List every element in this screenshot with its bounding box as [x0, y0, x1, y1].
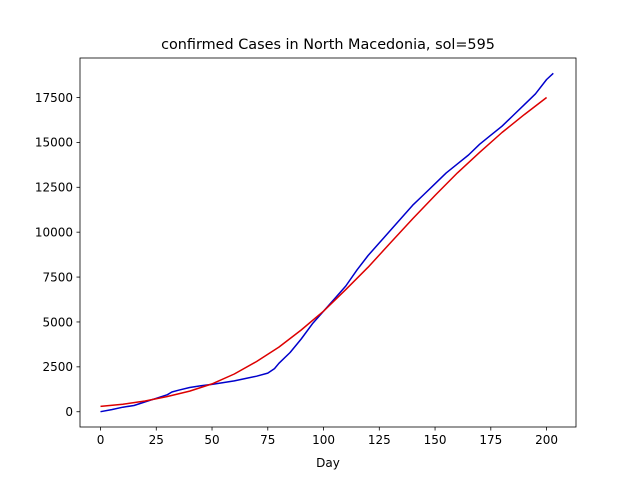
- y-tick-label: 10000: [35, 225, 73, 239]
- series-line-2: [100, 96, 548, 408]
- x-tick-label: 75: [260, 433, 275, 447]
- x-tick-label: 150: [424, 433, 447, 447]
- y-tick-label: 12500: [35, 181, 73, 195]
- y-tick-label: 15000: [35, 136, 73, 150]
- chart-title: confirmed Cases in North Macedonia, sol=…: [161, 37, 495, 53]
- x-tick-label: 175: [479, 433, 502, 447]
- x-tick-label: 125: [368, 433, 391, 447]
- plot-area: 0 25 50 75 100 125 150 175 200 0 2500 5000 7500 10000…: [35, 57, 577, 447]
- plot-frame: [79, 57, 577, 428]
- x-tick-label: 0: [97, 433, 105, 447]
- x-tick-label: 100: [312, 433, 335, 447]
- y-tick-label: 17500: [35, 91, 73, 105]
- x-tick-label: 50: [204, 433, 219, 447]
- x-tick-label: 25: [149, 433, 164, 447]
- x-tick-label: 200: [535, 433, 558, 447]
- x-axis-label: Day: [316, 456, 340, 470]
- y-tick-label: 0: [65, 405, 73, 419]
- series-line-1: [100, 72, 554, 413]
- y-tick-label: 2500: [42, 360, 73, 374]
- y-tick-label: 7500: [42, 270, 73, 284]
- y-tick-label: 5000: [42, 315, 73, 329]
